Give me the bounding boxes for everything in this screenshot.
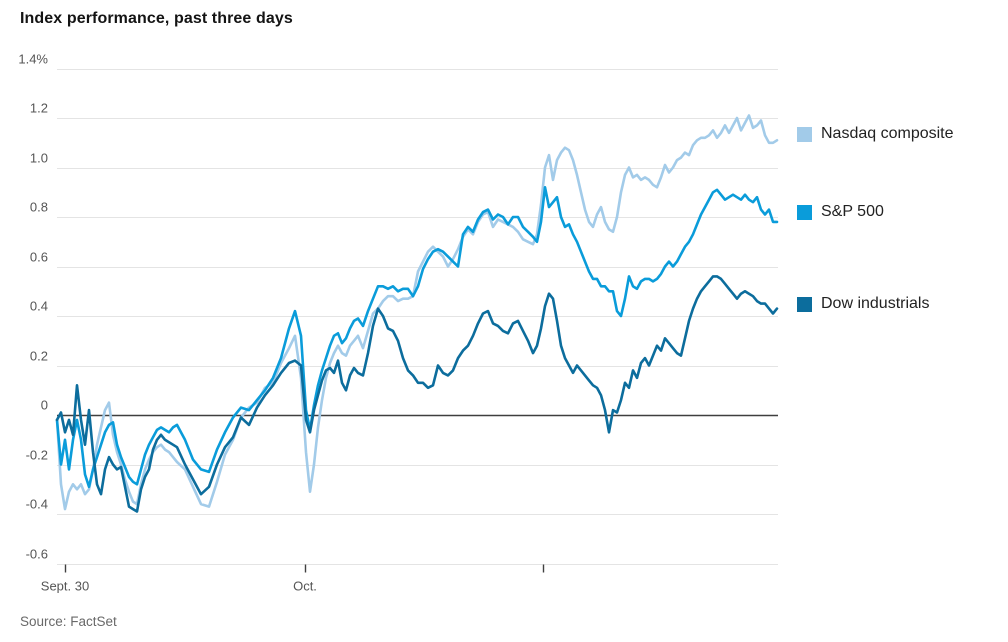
dow-swatch-icon [797,296,812,312]
series-line-nasdaq-composite [55,114,779,511]
y-axis-label: -0.4 [26,497,48,512]
y-axis-label: 1.4% [18,52,48,67]
x-axis-label: Oct. [293,579,317,594]
sp500-swatch-icon [797,204,812,220]
y-axis-label: -0.2 [26,448,48,463]
legend-item-nasdaq: Nasdaq composite [797,125,954,143]
y-axis-label: 0.8 [30,200,48,215]
page-title: Index performance, past three days [20,10,293,27]
y-axis-label: 0.2 [30,349,48,364]
source-note: Source: FactSet [20,614,117,629]
y-axis-label: 0.6 [30,250,48,265]
y-axis-label: -0.6 [26,547,48,562]
series-line-s-p-500 [55,186,779,489]
y-grid: 1.4% 1.2 1.0 0.8 0.6 0.4 0.2 0 -0.2 -0.4 -0.6 [18,52,778,565]
y-axis-label: 0 [41,398,48,413]
line-chart: 1.4% 1.2 1.0 0.8 0.6 0.4 0.2 0 -0.2 -0.4 -0.6 Sept.… [18,52,779,594]
y-axis-label: 1.0 [30,151,48,166]
legend-label-nasdaq: Nasdaq composite [821,125,954,142]
series-line-dow-industrials [55,275,779,513]
x-axis: Sept. 30 Oct. [41,564,545,594]
legend-label-dow: Dow industrials [821,295,930,312]
x-axis-label: Sept. 30 [41,579,89,594]
legend-item-dow: Dow industrials [797,295,929,313]
legend-item-sp500: S&P 500 [797,203,884,221]
y-axis-label: 0.4 [30,299,48,314]
y-axis-label: 1.2 [30,101,48,116]
legend-label-sp500: S&P 500 [821,203,884,220]
nasdaq-swatch-icon [797,126,812,142]
